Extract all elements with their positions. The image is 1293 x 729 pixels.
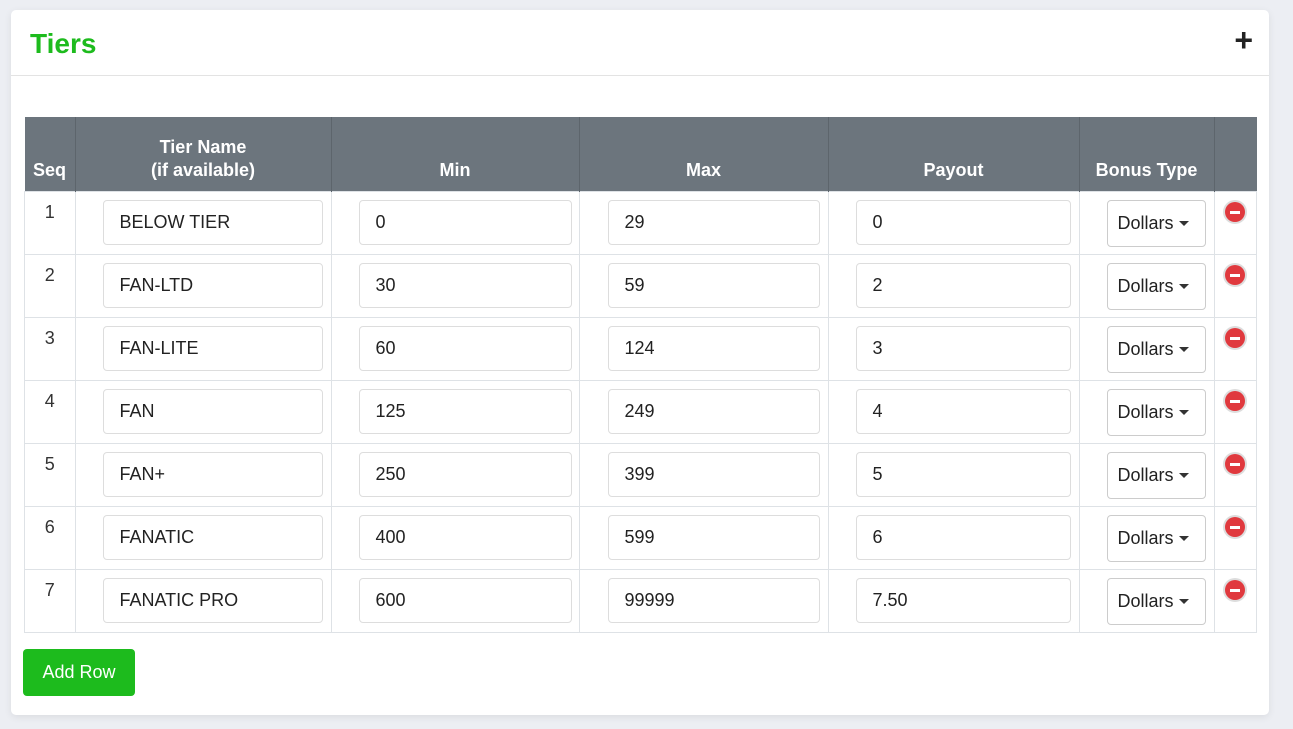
bonus-type-value: Dollars	[1117, 276, 1174, 296]
tiers-panel: Tiers + Seq Tier Name (if available) Min …	[11, 10, 1269, 715]
panel-header: Tiers +	[11, 10, 1269, 76]
bonus-type-value: Dollars	[1117, 339, 1174, 359]
remove-row-icon[interactable]	[1224, 454, 1245, 474]
header-actions	[1213, 117, 1257, 192]
max-input[interactable]: 29	[607, 200, 820, 245]
remove-row-icon[interactable]	[1224, 517, 1245, 537]
min-input[interactable]: 30	[358, 263, 572, 308]
tier-name-input[interactable]: BELOW TIER	[102, 200, 323, 245]
caret-down-icon	[1178, 284, 1189, 289]
tier-name-input[interactable]: FAN-LTD	[102, 263, 323, 308]
tier-name-input[interactable]: FAN-LITE	[102, 326, 323, 371]
min-input[interactable]: 250	[358, 452, 572, 497]
payout-input[interactable]: 5	[855, 452, 1071, 497]
tiers-table: Seq Tier Name (if available) Min Max Payo…	[24, 117, 1257, 633]
caret-down-icon	[1178, 473, 1189, 478]
caret-down-icon	[1178, 536, 1189, 541]
header-tier-name-line2: (if available)	[150, 160, 256, 180]
caret-down-icon	[1178, 221, 1189, 226]
header-tier-name: Tier Name (if available)	[74, 117, 331, 192]
min-input[interactable]: 60	[358, 326, 572, 371]
min-input[interactable]: 125	[358, 389, 572, 434]
seq-cell: 7	[24, 569, 76, 633]
tier-name-input[interactable]: FAN	[102, 389, 323, 434]
remove-row-icon[interactable]	[1224, 265, 1245, 285]
table-row: 4 FAN 125 249 4 Dollars	[24, 380, 1257, 444]
max-input[interactable]: 399	[607, 452, 820, 497]
header-tier-name-line1: Tier Name	[159, 137, 247, 157]
remove-row-icon[interactable]	[1224, 202, 1245, 222]
seq-cell: 3	[24, 317, 76, 381]
bonus-type-value: Dollars	[1117, 591, 1174, 611]
table-row: 1 BELOW TIER 0 29 0 Dollars	[24, 191, 1257, 255]
bonus-type-select[interactable]: Dollars	[1106, 263, 1206, 310]
bonus-type-value: Dollars	[1117, 465, 1174, 485]
min-input[interactable]: 600	[358, 578, 572, 623]
header-seq: Seq	[24, 117, 75, 192]
max-input[interactable]: 59	[607, 263, 820, 308]
seq-cell: 4	[24, 380, 76, 444]
header-bonus-type: Bonus Type	[1078, 117, 1214, 192]
seq-cell: 6	[24, 506, 76, 570]
payout-input[interactable]: 0	[855, 200, 1071, 245]
bonus-type-value: Dollars	[1117, 528, 1174, 548]
seq-cell: 2	[24, 254, 76, 318]
seq-cell: 1	[24, 191, 76, 255]
caret-down-icon	[1178, 599, 1189, 604]
tier-name-input[interactable]: FANATIC PRO	[102, 578, 323, 623]
tier-name-input[interactable]: FANATIC	[102, 515, 323, 560]
payout-input[interactable]: 3	[855, 326, 1071, 371]
bonus-type-select[interactable]: Dollars	[1106, 578, 1206, 625]
bonus-type-select[interactable]: Dollars	[1106, 326, 1206, 373]
max-input[interactable]: 99999	[607, 578, 820, 623]
remove-row-icon[interactable]	[1224, 391, 1245, 411]
header-min: Min	[330, 117, 579, 192]
bonus-type-select[interactable]: Dollars	[1106, 452, 1206, 499]
payout-input[interactable]: 7.50	[855, 578, 1071, 623]
table-row: 2 FAN-LTD 30 59 2 Dollars	[24, 254, 1257, 318]
remove-row-icon[interactable]	[1224, 580, 1245, 600]
payout-input[interactable]: 2	[855, 263, 1071, 308]
remove-row-icon[interactable]	[1224, 328, 1245, 348]
add-row-button[interactable]: Add Row	[23, 649, 135, 696]
bonus-type-select[interactable]: Dollars	[1106, 200, 1206, 247]
bonus-type-value: Dollars	[1117, 213, 1174, 233]
payout-input[interactable]: 6	[855, 515, 1071, 560]
bonus-type-select[interactable]: Dollars	[1106, 389, 1206, 436]
max-input[interactable]: 124	[607, 326, 820, 371]
panel-title: Tiers	[30, 28, 97, 59]
seq-cell: 5	[24, 443, 76, 507]
table-row: 3 FAN-LITE 60 124 3 Dollars	[24, 317, 1257, 381]
header-max: Max	[578, 117, 828, 192]
table-row: 6 FANATIC 400 599 6 Dollars	[24, 506, 1257, 570]
table-row: 5 FAN+ 250 399 5 Dollars	[24, 443, 1257, 507]
header-payout: Payout	[827, 117, 1079, 192]
plus-icon[interactable]: +	[1234, 22, 1253, 58]
min-input[interactable]: 0	[358, 200, 572, 245]
tier-name-input[interactable]: FAN+	[102, 452, 323, 497]
payout-input[interactable]: 4	[855, 389, 1071, 434]
max-input[interactable]: 599	[607, 515, 820, 560]
max-input[interactable]: 249	[607, 389, 820, 434]
bonus-type-select[interactable]: Dollars	[1106, 515, 1206, 562]
min-input[interactable]: 400	[358, 515, 572, 560]
caret-down-icon	[1178, 347, 1189, 352]
caret-down-icon	[1178, 410, 1189, 415]
table-row: 7 FANATIC PRO 600 99999 7.50 Dollars	[24, 569, 1257, 633]
bonus-type-value: Dollars	[1117, 402, 1174, 422]
